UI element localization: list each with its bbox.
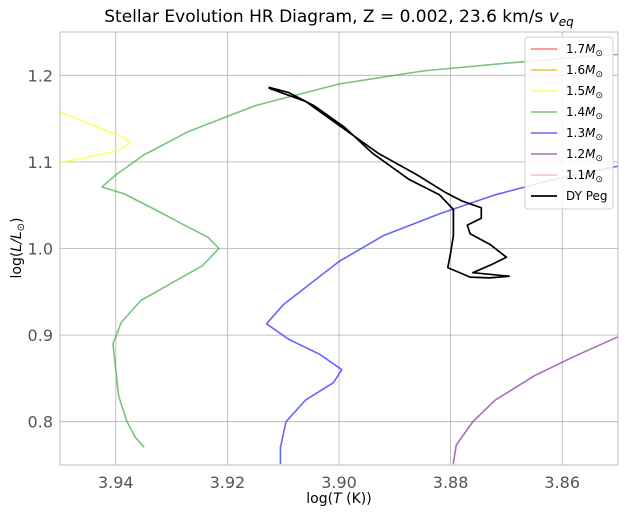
- y-axis-label: log(L/L⊙): [9, 218, 27, 279]
- y-tick-label: 1.0: [28, 240, 53, 259]
- series-lines: [60, 53, 618, 465]
- legend-entry: 1.2M⊙: [566, 147, 603, 164]
- series-line-1-3-msun: [265, 165, 618, 465]
- x-tick-label: 3.86: [544, 473, 580, 492]
- x-tick-label: 3.88: [433, 473, 469, 492]
- y-tick-label: 1.2: [28, 66, 53, 85]
- legend-entry: 1.4M⊙: [566, 105, 603, 122]
- y-tick-labels: 0.8 0.9 1.0 1.1 1.2: [28, 66, 53, 431]
- series-line-1-4-msun: [101, 53, 618, 448]
- series-line-dy-peg: [268, 86, 511, 279]
- legend: 1.7M⊙ 1.6M⊙ 1.5M⊙ 1.4M⊙ 1.3M⊙ 1.2M⊙ 1.1M⊙ DY Pe…: [524, 36, 614, 210]
- series-line-1-2-msun: [452, 335, 618, 465]
- legend-entry: 1.6M⊙: [566, 63, 603, 80]
- series-line-1-5-msun: [60, 110, 131, 164]
- y-tick-label: 0.8: [28, 413, 53, 432]
- x-axis-label: log(T (K)): [306, 491, 371, 507]
- legend-entry: 1.1M⊙: [566, 168, 603, 185]
- y-tick-label: 1.1: [28, 153, 53, 172]
- y-tick-label: 0.9: [28, 326, 53, 345]
- x-tick-labels: 3.94 3.92 3.90 3.88 3.86: [98, 473, 580, 492]
- plot-frame: [59, 31, 619, 466]
- legend-entry: 1.5M⊙: [566, 84, 603, 101]
- legend-entry: 1.7M⊙: [566, 42, 603, 59]
- chart-title: Stellar Evolution HR Diagram, Z = 0.002,…: [104, 7, 574, 29]
- legend-entry: DY Peg: [566, 189, 608, 203]
- legend-entry: 1.3M⊙: [566, 126, 603, 143]
- x-tick-label: 3.94: [98, 473, 134, 492]
- x-tick-label: 3.92: [210, 473, 246, 492]
- legend-box: [524, 36, 614, 210]
- x-tick-label: 3.90: [321, 473, 357, 492]
